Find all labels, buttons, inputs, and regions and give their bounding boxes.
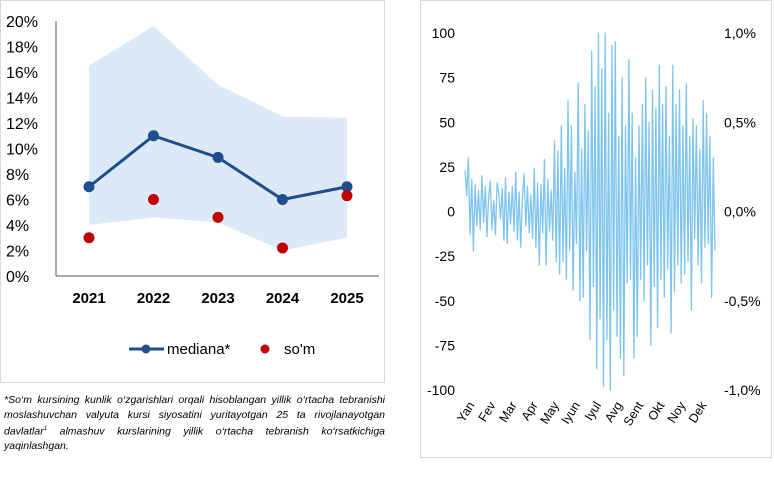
som-point (341, 190, 353, 202)
median-point (277, 194, 288, 205)
y2-tick-label: 1,0% (724, 25, 756, 41)
legend-label-som: so'm (284, 341, 315, 358)
x-tick-label: Iyun (559, 399, 583, 426)
y-tick-label: 18% (6, 40, 38, 57)
footnote-text: *So‘m kursining kunlik o‘zgarishlari orq… (4, 394, 385, 438)
daily-change-chart: -100 -75 -50 -25 0 25 50 75 100 -1,0% -0,5% 0,0% 0,5… (427, 25, 761, 429)
x-tick-label: Dek (686, 399, 710, 426)
footnote-text-2: almashuv kurslarining yillik o‘rtacha te… (4, 425, 385, 453)
y-tick-label: 14% (6, 91, 38, 108)
legend-label-median: mediana* (167, 341, 231, 358)
y-tick-label: 6% (6, 193, 29, 210)
y-tick-label: 20% (6, 14, 38, 31)
x-tick-label: Iyul (582, 399, 604, 423)
som-point (277, 242, 288, 254)
y-tick-label: 0% (6, 269, 29, 286)
median-point (83, 181, 95, 193)
y2-tick-label: -0,5% (724, 293, 761, 309)
volatility-chart: 0% 2% 4% 6% 8% 10% 12% 14% 16% 18% 20% 2021 2022 2023… (6, 14, 379, 358)
y-tick-label: 16% (6, 65, 38, 82)
som-point (148, 194, 159, 205)
median-point (212, 151, 224, 163)
x-tick-label: 2023 (201, 290, 234, 307)
som-point (212, 211, 224, 223)
x-tick-label: 2025 (330, 290, 363, 307)
footnote-sup: 1 (43, 426, 48, 432)
x-tick-label: 2022 (137, 290, 170, 307)
x-tick-label: Yan (454, 399, 477, 425)
y-tick-label: 100 (432, 25, 456, 41)
y-tick-label: 0 (447, 204, 455, 220)
legend-line-marker (141, 344, 151, 354)
y-tick-label: 75 (439, 70, 455, 86)
x-tick-label: Mar (496, 399, 519, 425)
y-tick-label: -25 (435, 248, 455, 264)
x-tick-label: 2024 (266, 290, 300, 307)
x-tick-label: Fev (476, 399, 499, 425)
y-tick-label: 8% (6, 167, 29, 184)
x-tick-label: May (538, 399, 563, 427)
y-tick-label: 10% (6, 142, 38, 159)
som-point (83, 232, 95, 244)
y-tick-label: 12% (6, 116, 38, 133)
legend-dot-swatch (260, 344, 270, 354)
y-tick-label: -50 (435, 293, 455, 309)
footnote: *So‘m kursining kunlik o‘zgarishlari orq… (4, 393, 385, 454)
median-point (341, 181, 353, 193)
y-tick-label: 50 (439, 114, 455, 130)
right-chart-panel: -100 -75 -50 -25 0 25 50 75 100 -1,0% -0,5% 0,0% 0,5… (420, 0, 772, 458)
daily-change-line (464, 32, 716, 391)
x-tick-label: Noy (665, 399, 689, 426)
x-tick-label: Sent (621, 399, 647, 429)
y-tick-label: 2% (6, 244, 29, 261)
y2-tick-label: 0,5% (724, 114, 756, 130)
y-tick-label: 4% (6, 218, 29, 235)
x-tick-label: Okt (645, 399, 667, 423)
left-chart-panel: 0% 2% 4% 6% 8% 10% 12% 14% 16% 18% 20% 2021 2022 2023… (0, 0, 385, 383)
median-point (148, 130, 159, 142)
y2-tick-label: 0,0% (724, 204, 756, 220)
y-tick-label: -75 (435, 337, 455, 353)
x-tick-label: 2021 (72, 290, 105, 307)
y2-tick-label: -1,0% (724, 382, 761, 398)
y-tick-label: -100 (427, 382, 455, 398)
y-tick-label: 25 (439, 159, 455, 175)
